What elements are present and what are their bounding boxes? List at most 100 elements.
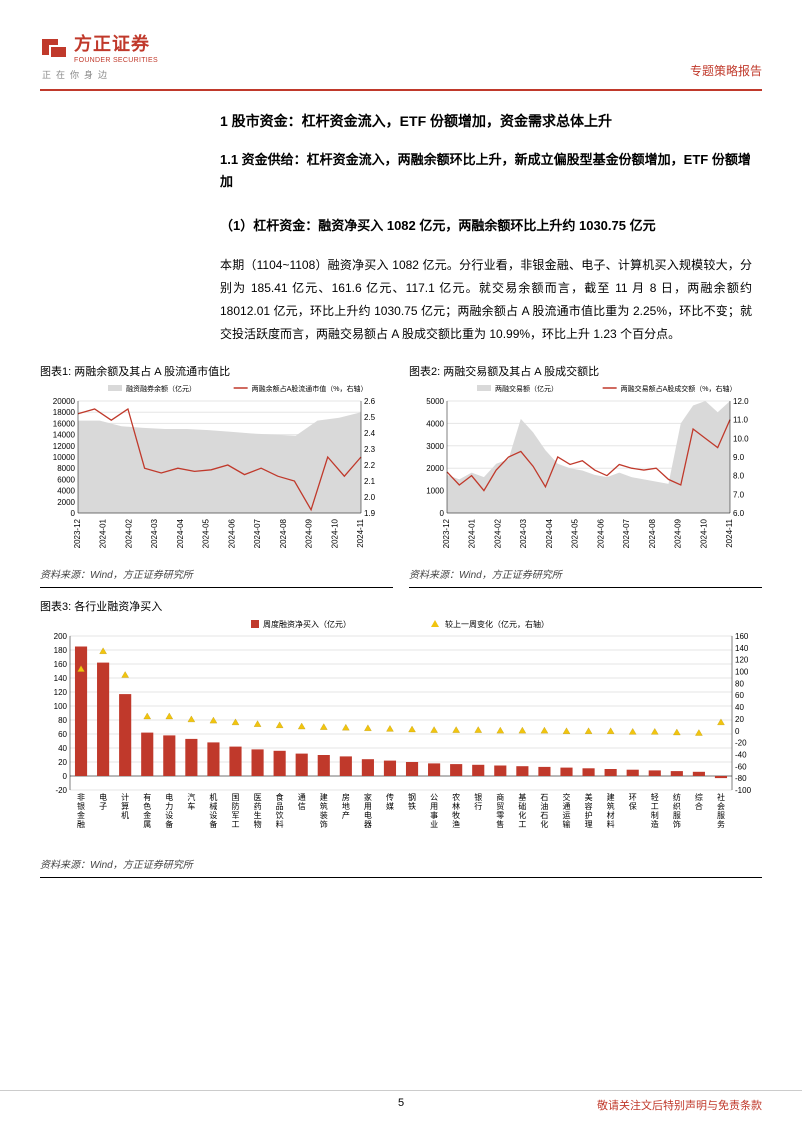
svg-text:180: 180 <box>54 646 68 655</box>
svg-text:算: 算 <box>121 801 129 811</box>
svg-text:理: 理 <box>585 820 593 829</box>
svg-text:周度融资净买入（亿元）: 周度融资净买入（亿元） <box>263 619 351 629</box>
svg-text:-80: -80 <box>735 775 747 784</box>
svg-text:2024-10: 2024-10 <box>330 519 339 549</box>
svg-text:2.1: 2.1 <box>364 477 376 486</box>
svg-text:2024-08: 2024-08 <box>279 519 288 549</box>
svg-text:铁: 铁 <box>408 801 416 811</box>
svg-text:有: 有 <box>143 792 151 802</box>
svg-text:0: 0 <box>440 509 445 518</box>
svg-text:2024-07: 2024-07 <box>253 519 262 549</box>
svg-text:传: 传 <box>386 792 394 802</box>
svg-text:油: 油 <box>540 801 548 811</box>
svg-text:基: 基 <box>518 792 526 802</box>
svg-text:2024-05: 2024-05 <box>202 519 211 549</box>
svg-text:5000: 5000 <box>426 397 444 406</box>
svg-text:非: 非 <box>77 792 85 802</box>
svg-text:120: 120 <box>54 688 68 697</box>
svg-text:2024-09: 2024-09 <box>305 519 314 549</box>
svg-text:160: 160 <box>54 660 68 669</box>
svg-text:建: 建 <box>320 792 328 802</box>
svg-text:纺: 纺 <box>673 792 681 802</box>
svg-text:保: 保 <box>629 801 637 811</box>
svg-text:通: 通 <box>298 792 306 802</box>
svg-text:家: 家 <box>364 792 372 802</box>
svg-text:10.0: 10.0 <box>733 435 749 444</box>
svg-text:融资融券余额（亿元）: 融资融券余额（亿元） <box>126 384 196 393</box>
svg-text:机: 机 <box>209 792 217 802</box>
svg-text:械: 械 <box>209 801 217 811</box>
svg-text:6.0: 6.0 <box>733 509 745 518</box>
svg-text:设: 设 <box>165 810 173 820</box>
svg-text:2024-11: 2024-11 <box>725 519 734 548</box>
svg-text:2024-07: 2024-07 <box>622 519 631 549</box>
svg-text:14000: 14000 <box>53 431 76 440</box>
svg-text:2024-05: 2024-05 <box>571 519 580 549</box>
svg-text:2024-02: 2024-02 <box>493 519 502 549</box>
svg-text:筑: 筑 <box>607 801 615 811</box>
svg-text:140: 140 <box>735 644 749 653</box>
svg-text:200: 200 <box>54 632 68 641</box>
svg-text:建: 建 <box>607 792 615 802</box>
logo-text-en: FOUNDER SECURITIES <box>74 57 158 64</box>
svg-text:2024-08: 2024-08 <box>648 519 657 549</box>
svg-text:计: 计 <box>121 792 129 802</box>
svg-text:钢: 钢 <box>408 792 416 802</box>
svg-text:20: 20 <box>58 758 67 767</box>
svg-text:银: 银 <box>77 801 85 811</box>
svg-text:房: 房 <box>342 792 350 802</box>
svg-text:140: 140 <box>54 674 68 683</box>
chart-2-source: 资料来源：Wind，方正证券研究所 <box>409 566 762 588</box>
svg-text:产: 产 <box>342 810 350 820</box>
svg-text:务: 务 <box>717 819 725 829</box>
svg-text:护: 护 <box>585 810 593 820</box>
svg-text:容: 容 <box>585 801 593 811</box>
svg-text:食: 食 <box>276 792 284 802</box>
svg-text:品: 品 <box>276 802 284 811</box>
svg-text:8.0: 8.0 <box>733 472 745 481</box>
chart-1-svg: 融资融券余额（亿元）两融余额占A股流通市值（%，右轴）0200040006000… <box>40 383 393 558</box>
svg-text:料: 料 <box>276 819 284 829</box>
svg-text:汽: 汽 <box>187 792 195 802</box>
body-paragraph: 本期（1104~1108）融资净买入 1082 亿元。分行业看，非银金融、电子、… <box>220 254 752 345</box>
svg-text:料: 料 <box>607 819 615 829</box>
svg-text:2024-11: 2024-11 <box>356 519 365 548</box>
svg-text:2.0: 2.0 <box>364 493 376 502</box>
svg-text:制: 制 <box>651 810 659 820</box>
svg-text:40: 40 <box>735 703 744 712</box>
svg-text:机: 机 <box>121 810 129 820</box>
svg-text:2024-01: 2024-01 <box>468 519 477 549</box>
svg-text:事: 事 <box>430 810 438 820</box>
svg-text:军: 军 <box>232 811 240 820</box>
logo-text-zh: 方正证券 <box>74 30 158 56</box>
svg-text:装: 装 <box>320 810 328 820</box>
svg-text:160: 160 <box>735 632 749 641</box>
chart-1-title: 图表1: 两融余额及其占 A 股流通市值比 <box>40 363 393 379</box>
chart-1-source: 资料来源：Wind，方正证券研究所 <box>40 566 393 588</box>
svg-text:20: 20 <box>735 715 744 724</box>
svg-text:2000: 2000 <box>57 498 75 507</box>
svg-text:生: 生 <box>254 810 262 820</box>
svg-text:业: 业 <box>430 819 438 829</box>
svg-text:物: 物 <box>254 819 262 829</box>
chart-2-svg: 两融交易额（亿元）两融交易额占A股成交额（%，右轴）01000200030004… <box>409 383 762 558</box>
svg-text:60: 60 <box>58 730 67 739</box>
page-footer: 5 敬请关注文后特别声明与免责条款 <box>0 1090 802 1113</box>
page-number: 5 <box>398 1097 404 1109</box>
svg-text:地: 地 <box>342 801 350 811</box>
svg-text:国: 国 <box>232 793 240 802</box>
svg-text:造: 造 <box>651 819 659 829</box>
svg-text:两融交易额（亿元）: 两融交易额（亿元） <box>495 384 558 393</box>
footer-disclaimer: 敬请关注文后特别声明与免责条款 <box>597 1097 762 1113</box>
svg-text:2023-12: 2023-12 <box>442 519 451 549</box>
svg-text:织: 织 <box>673 801 681 811</box>
svg-text:医: 医 <box>254 793 262 802</box>
svg-text:-20: -20 <box>735 739 747 748</box>
svg-text:120: 120 <box>735 656 749 665</box>
page-header: 方正证券 FOUNDER SECURITIES 正在你身边 专题策略报告 <box>40 30 762 91</box>
svg-text:2.4: 2.4 <box>364 429 376 438</box>
svg-text:材: 材 <box>607 810 615 820</box>
chart-2-title: 图表2: 两融交易额及其占 A 股成交额比 <box>409 363 762 379</box>
svg-text:综: 综 <box>695 792 703 802</box>
svg-text:4000: 4000 <box>57 487 75 496</box>
